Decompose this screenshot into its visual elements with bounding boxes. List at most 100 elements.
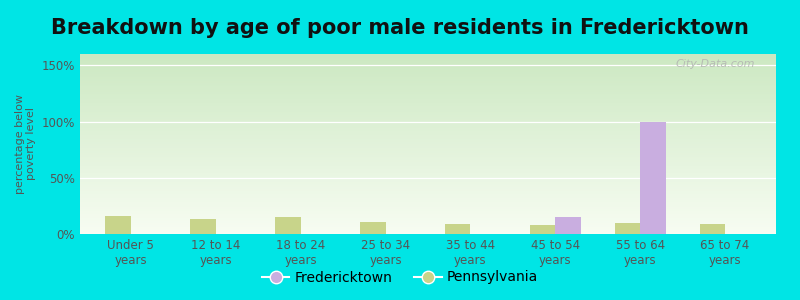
Bar <box>80 121 776 122</box>
Bar <box>80 128 776 130</box>
Bar <box>80 166 776 167</box>
Bar <box>80 61 776 63</box>
Bar <box>80 140 776 142</box>
Bar <box>80 54 776 56</box>
Bar <box>80 155 776 157</box>
Bar <box>80 65 776 67</box>
Bar <box>106 216 131 234</box>
Bar <box>80 149 776 151</box>
Bar <box>80 144 776 146</box>
Bar <box>640 122 666 234</box>
Bar <box>445 224 470 234</box>
Bar <box>555 217 581 234</box>
Y-axis label: percentage below
poverty level: percentage below poverty level <box>14 94 36 194</box>
Bar <box>80 131 776 133</box>
Bar <box>80 200 776 202</box>
Bar <box>80 85 776 86</box>
Bar <box>80 142 776 144</box>
Bar <box>80 58 776 59</box>
Bar <box>80 232 776 234</box>
Bar <box>80 86 776 88</box>
Bar <box>80 169 776 171</box>
Bar <box>80 191 776 193</box>
Bar <box>80 207 776 209</box>
Bar <box>80 178 776 180</box>
Bar <box>80 112 776 113</box>
Bar <box>80 227 776 229</box>
Bar <box>80 119 776 121</box>
Bar <box>80 133 776 135</box>
Bar <box>80 203 776 205</box>
Bar <box>80 182 776 184</box>
Bar <box>80 92 776 94</box>
Legend: Fredericktown, Pennsylvania: Fredericktown, Pennsylvania <box>256 265 544 290</box>
Bar <box>80 218 776 220</box>
Bar <box>80 67 776 68</box>
Bar <box>80 153 776 155</box>
Bar <box>80 83 776 85</box>
Bar <box>80 68 776 70</box>
Bar <box>80 117 776 119</box>
Bar <box>530 225 555 234</box>
Bar <box>80 158 776 160</box>
Bar <box>80 90 776 92</box>
Bar <box>80 77 776 79</box>
Text: City-Data.com: City-Data.com <box>676 59 755 69</box>
Bar <box>80 70 776 72</box>
Bar <box>80 101 776 103</box>
Bar <box>80 220 776 221</box>
Bar <box>80 194 776 196</box>
Bar <box>80 79 776 81</box>
Bar <box>80 135 776 137</box>
Bar <box>80 225 776 227</box>
Bar <box>80 99 776 101</box>
Bar <box>80 211 776 212</box>
Bar <box>80 160 776 162</box>
Bar <box>80 198 776 200</box>
Bar <box>80 167 776 169</box>
Bar <box>80 94 776 95</box>
Bar <box>80 95 776 97</box>
Bar <box>80 193 776 194</box>
Bar <box>80 175 776 176</box>
Bar <box>80 196 776 198</box>
Bar <box>80 223 776 225</box>
Bar <box>80 221 776 223</box>
Bar <box>80 59 776 61</box>
Bar <box>80 103 776 104</box>
Bar <box>80 76 776 77</box>
Bar <box>80 146 776 148</box>
Bar <box>700 224 725 234</box>
Bar <box>80 189 776 191</box>
Text: Breakdown by age of poor male residents in Fredericktown: Breakdown by age of poor male residents … <box>51 18 749 38</box>
Bar <box>80 115 776 117</box>
Bar <box>80 113 776 115</box>
Bar <box>80 171 776 173</box>
Bar <box>80 81 776 83</box>
Bar <box>80 106 776 108</box>
Bar <box>80 229 776 230</box>
Bar <box>80 122 776 124</box>
Bar <box>80 124 776 126</box>
Bar <box>80 97 776 99</box>
Bar <box>80 88 776 90</box>
Bar <box>80 104 776 106</box>
Bar <box>80 72 776 74</box>
Bar <box>360 222 386 234</box>
Bar <box>80 180 776 182</box>
Bar <box>80 151 776 153</box>
Bar <box>80 157 776 158</box>
Bar <box>80 187 776 189</box>
Bar <box>80 139 776 140</box>
Bar <box>80 230 776 232</box>
Bar <box>80 56 776 58</box>
Bar <box>275 217 301 234</box>
Bar <box>80 214 776 216</box>
Bar <box>80 130 776 131</box>
Bar <box>80 110 776 112</box>
Bar <box>80 173 776 175</box>
Bar <box>80 202 776 203</box>
Bar <box>80 209 776 211</box>
Bar <box>80 74 776 76</box>
Bar <box>80 176 776 178</box>
